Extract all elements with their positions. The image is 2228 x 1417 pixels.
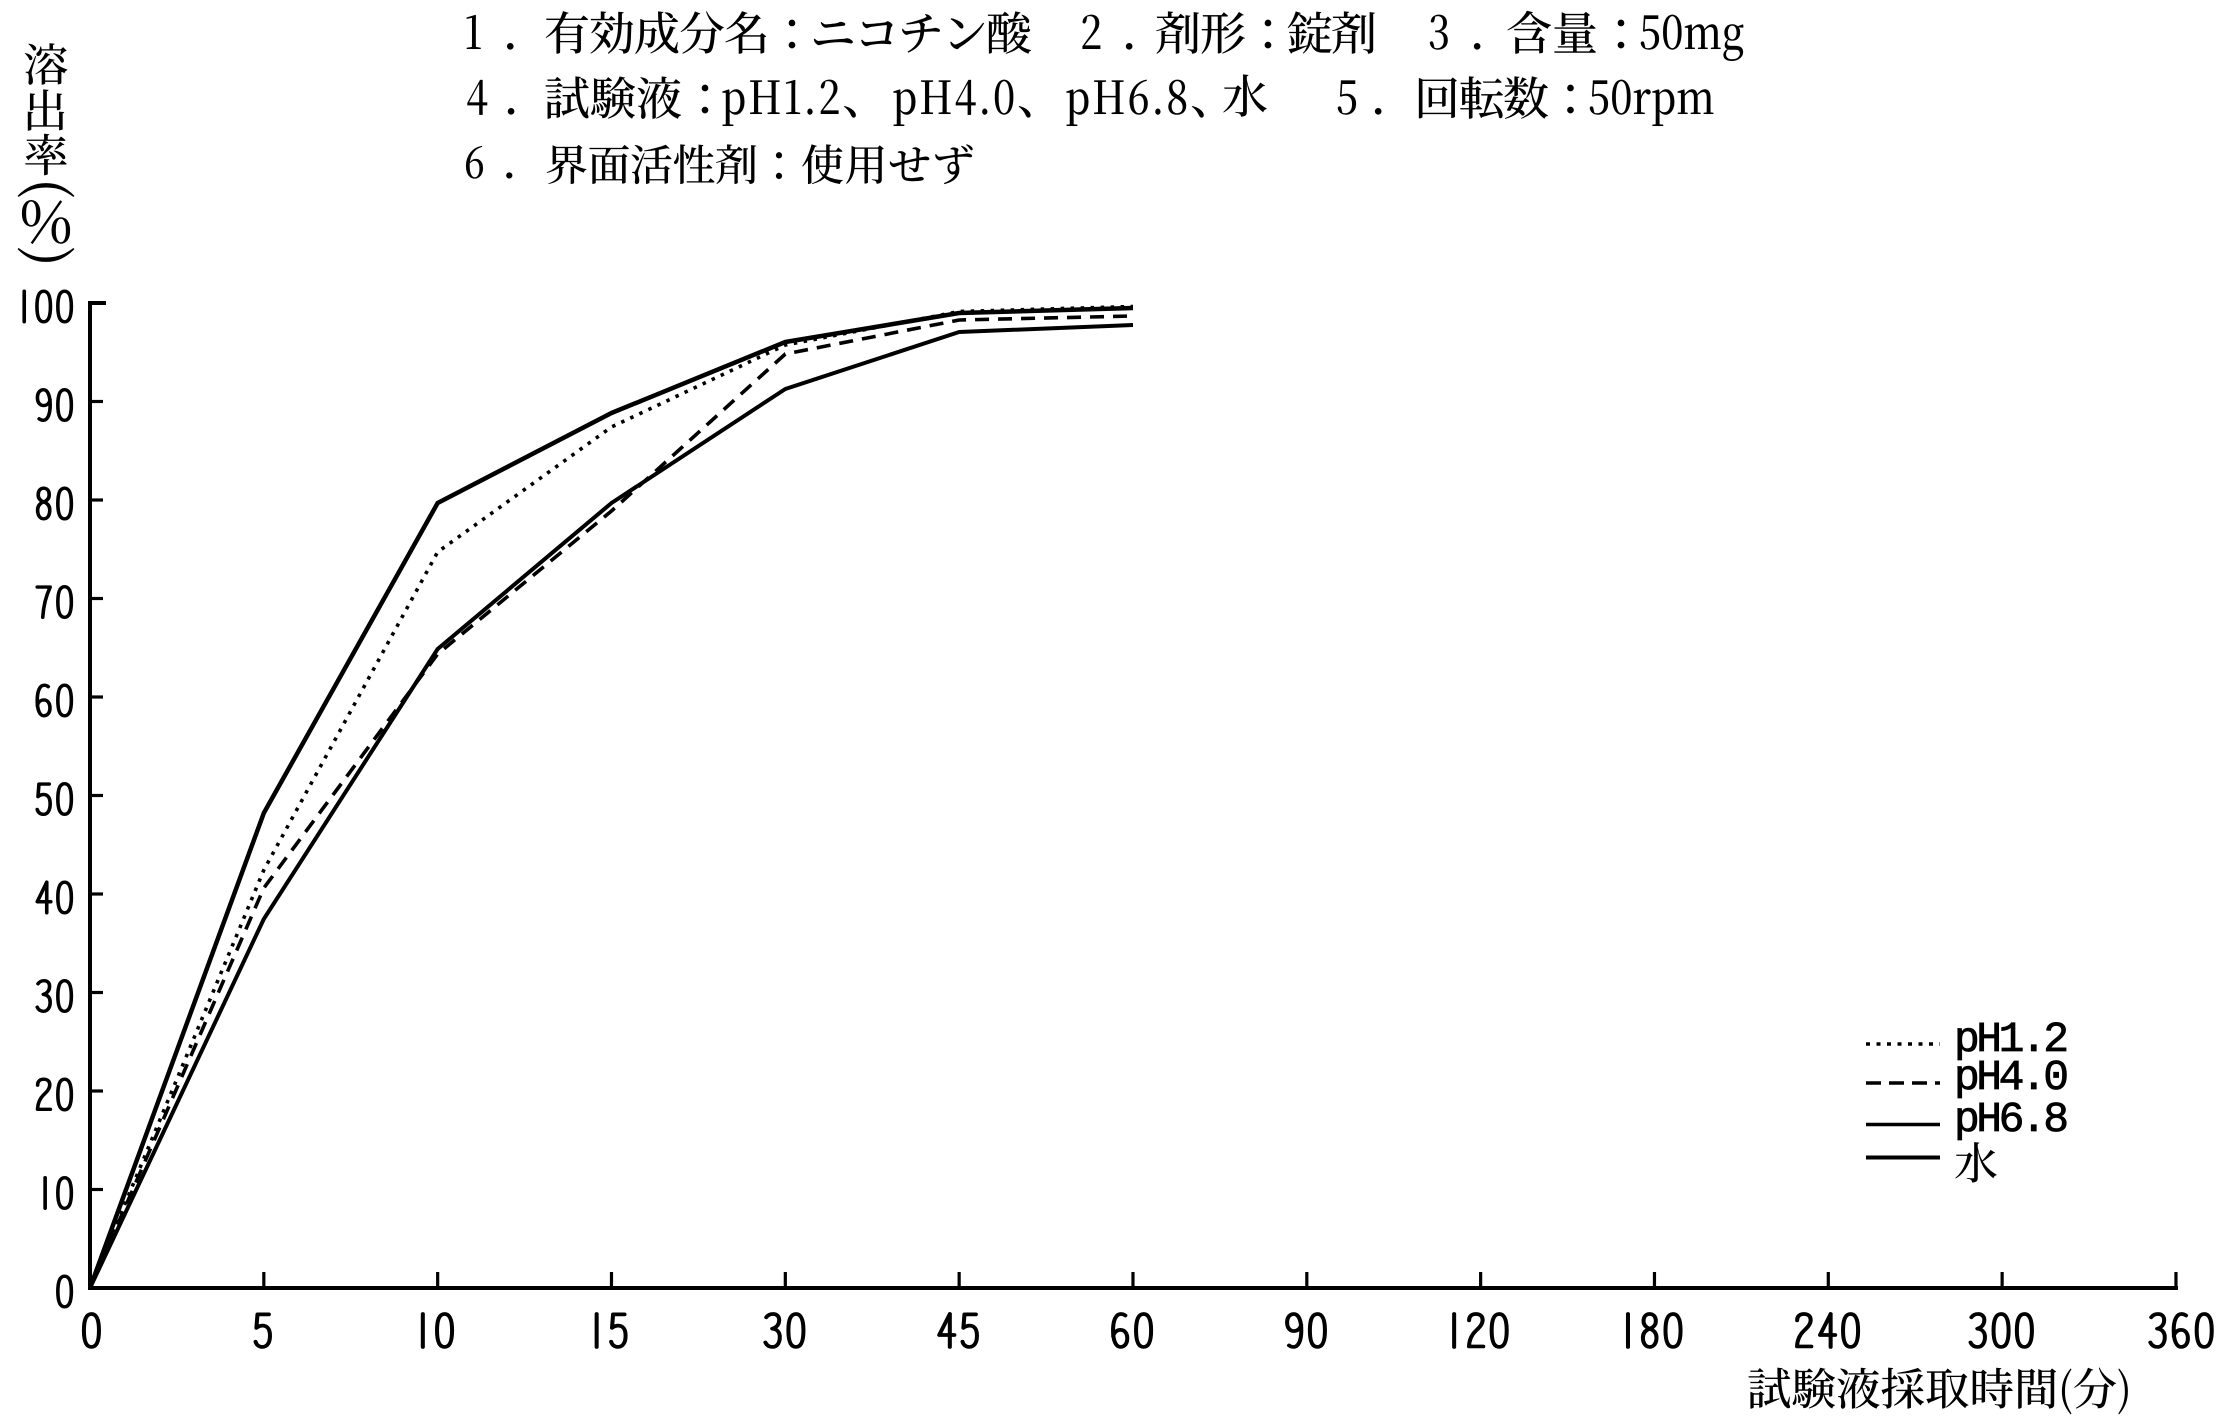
svg-text:pH1.2: pH1.2 <box>1954 1015 2066 1064</box>
svg-text:pH4.0: pH4.0 <box>1954 1053 2067 1102</box>
svg-text:pH6.8: pH6.8 <box>1954 1095 2066 1144</box>
